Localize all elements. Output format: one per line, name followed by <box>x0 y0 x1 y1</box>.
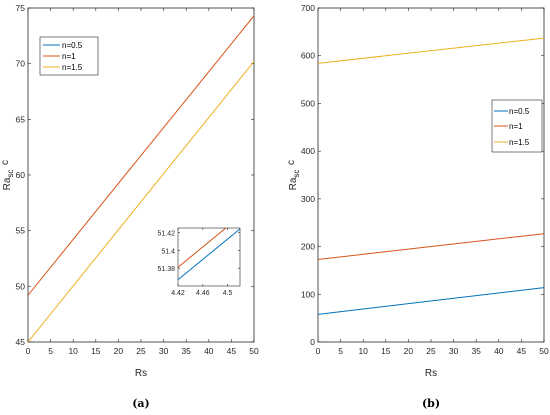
chart-b-x-tick-label: 50 <box>539 346 549 356</box>
chart-a-y-tick-label: 55 <box>16 226 26 236</box>
chart-a-x-tick-label: 30 <box>159 346 169 356</box>
inset-x-tick-label: 4.42 <box>171 290 185 297</box>
y-axis-label-a: Rasc <box>2 170 15 191</box>
inset-x-tick-label: 4.5 <box>223 290 233 297</box>
chart-b-x-tick-label: 30 <box>449 346 459 356</box>
chart-a-x-tick-label: 45 <box>227 346 237 356</box>
legend-a-entry-n05: n=0.5 <box>62 41 83 50</box>
chart-a-x-tick-label: 40 <box>204 346 214 356</box>
chart-b-x-tick-label: 10 <box>358 346 368 356</box>
chart-b-y-tick-label: 300 <box>301 194 315 204</box>
chart-b-x-tick-label: 15 <box>381 346 391 356</box>
inset-series-line-n1 <box>178 228 227 268</box>
legend-b: n=0.5 n=1 n=1.5 <box>491 99 543 153</box>
x-axis-label-a: Rs <box>135 368 147 379</box>
inset-y-tick-label: 51.4 <box>161 248 175 255</box>
y-axis-label-a-main: Ra <box>2 177 13 190</box>
chart-a-x-tick-label: 25 <box>136 346 146 356</box>
chart-a-x-tick-label: 5 <box>48 346 53 356</box>
plot-area-b <box>317 7 545 343</box>
chart-a-x-tick-label: 50 <box>249 346 259 356</box>
chart-a-y-tick-label: 65 <box>16 114 26 124</box>
chart-b-x-tick-label: 20 <box>404 346 414 356</box>
series-line-n05-b <box>318 287 544 315</box>
chart-b-x-tick-label: 0 <box>316 346 321 356</box>
chart-b-y-tick-label: 200 <box>301 242 315 252</box>
y-axis-label-a-sup: c <box>0 160 11 165</box>
inset-y-tick-label: 51.42 <box>157 230 175 237</box>
chart-b-y-tick-label: 600 <box>301 51 315 61</box>
series-line-n15-a <box>28 61 254 342</box>
inset-y-tick-label: 51.38 <box>157 266 175 273</box>
chart-a-x-tick-label: 20 <box>114 346 124 356</box>
chart-a-x-tick-label: 35 <box>181 346 191 356</box>
legend-b-entry-n15: n=1.5 <box>509 138 530 147</box>
chart-b-y-tick-label: 700 <box>301 3 315 13</box>
panel-label-b: (b) <box>422 397 440 410</box>
chart-b-y-tick-label: 500 <box>301 98 315 108</box>
chart-b-x-tick-label: 45 <box>517 346 527 356</box>
series-line-n1-a <box>28 15 254 296</box>
legend-b-entry-n05: n=0.5 <box>509 107 530 116</box>
inset-x-tick-label: 4.46 <box>196 290 210 297</box>
legend-b-entry-n1: n=1 <box>509 122 523 131</box>
legend-a-entry-n15: n=1.5 <box>62 63 83 72</box>
chart-b-x-tick-label: 35 <box>471 346 481 356</box>
chart-a-y-tick-label: 75 <box>16 3 26 13</box>
y-axis-label-b: Rasc <box>288 170 301 191</box>
chart-b-y-tick-label: 100 <box>301 289 315 299</box>
chart-b-y-tick-label: 0 <box>310 337 315 347</box>
chart-a-x-tick-label: 0 <box>26 346 31 356</box>
legend-a: n=0.5 n=1 n=1.5 <box>39 36 99 76</box>
legend-a-entry-n1: n=1 <box>62 52 76 61</box>
series-line-n1-b <box>318 233 544 260</box>
chart-b-x-tick-label: 25 <box>426 346 436 356</box>
chart-b-x-tick-label: 5 <box>338 346 343 356</box>
chart-b-x-tick-label: 40 <box>494 346 504 356</box>
y-axis-label-a-sub: sc <box>6 170 15 178</box>
chart-a-x-tick-label: 15 <box>91 346 101 356</box>
inset-a: 51.38 51.4 51.42 4.42 4.46 4.5 <box>157 227 241 297</box>
chart-a: 45 50 55 60 65 70 75 0 5 10 15 20 25 30 35 40 45 50 Rasc… <box>0 3 259 410</box>
chart-a-y-tick-label: 45 <box>16 337 26 347</box>
y-axis-label-b-sup: c <box>286 160 297 165</box>
y-axis-label-b-sub: sc <box>292 170 301 178</box>
y-axis-label-b-main: Ra <box>288 177 299 190</box>
chart-b-y-tick-label: 400 <box>301 146 315 156</box>
chart-a-y-tick-label: 70 <box>16 59 26 69</box>
chart-a-y-tick-label: 60 <box>16 170 26 180</box>
chart-b: 0 100 200 300 400 500 600 700 0 5 10 15 20 25 30 35 40 4… <box>286 3 549 410</box>
panel-label-a: (a) <box>132 397 150 410</box>
x-axis-label-b: Rs <box>425 368 437 379</box>
inset-series-line-n05 <box>178 228 240 281</box>
chart-a-x-tick-label: 10 <box>68 346 78 356</box>
series-line-n15-b <box>318 37 544 64</box>
chart-a-y-tick-label: 50 <box>16 281 26 291</box>
